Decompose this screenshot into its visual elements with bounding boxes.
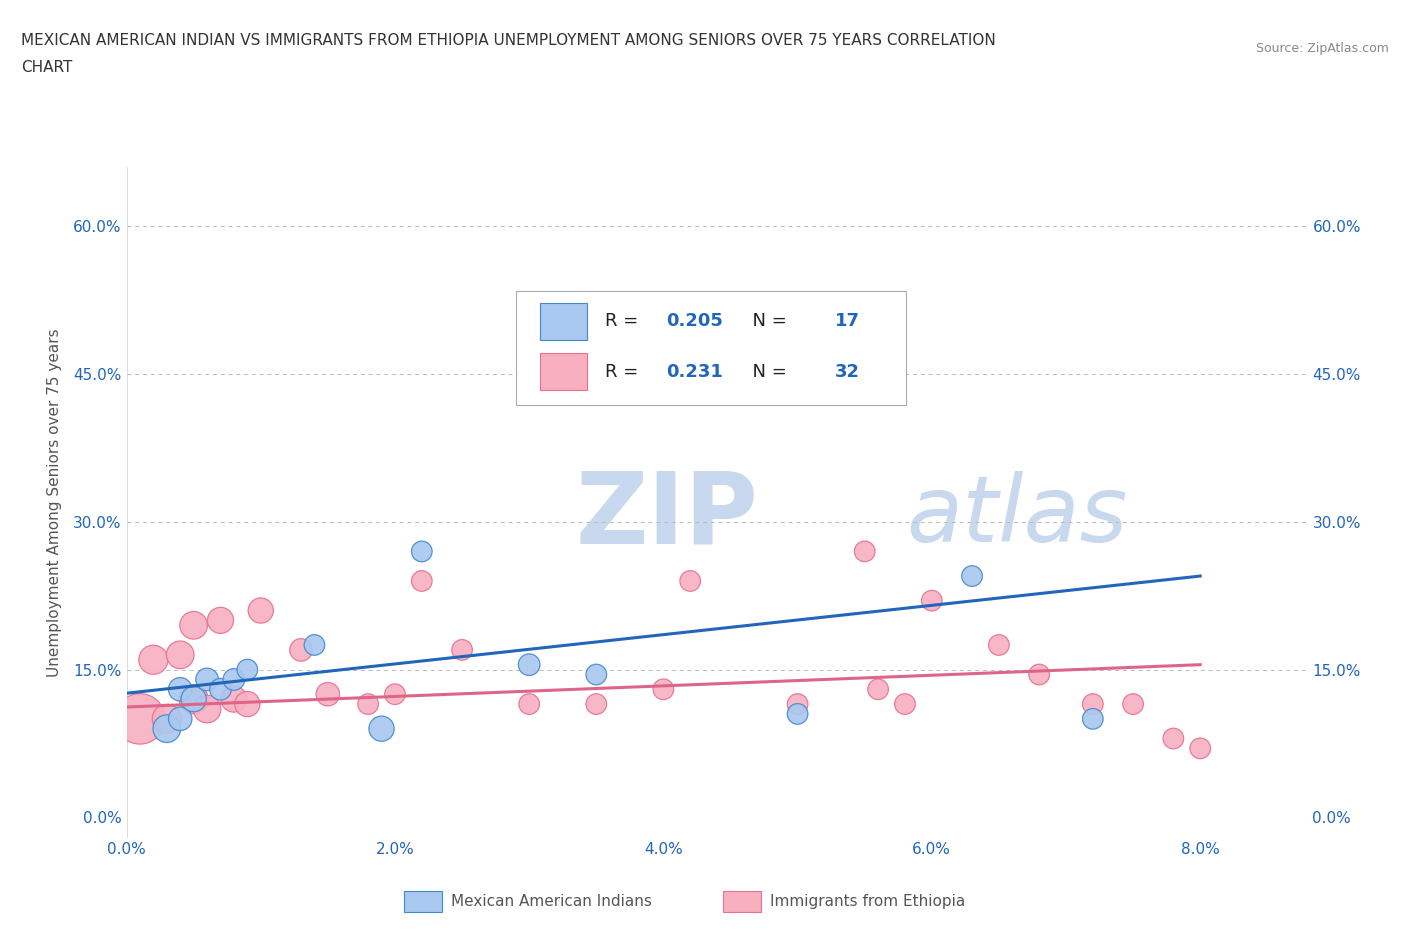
Point [585, 697, 607, 711]
Point [169, 682, 191, 697]
FancyBboxPatch shape [540, 353, 588, 390]
Text: 0.231: 0.231 [666, 363, 723, 380]
Text: 0.205: 0.205 [666, 312, 723, 330]
Point [183, 618, 205, 632]
Point [370, 722, 392, 737]
Point [1122, 697, 1144, 711]
Point [451, 643, 474, 658]
Point [1081, 697, 1104, 711]
Text: R =: R = [605, 363, 650, 380]
Point [304, 638, 326, 653]
Text: N =: N = [741, 312, 792, 330]
Point [169, 711, 191, 726]
Text: atlas: atlas [905, 471, 1128, 561]
Point [626, 298, 648, 312]
Point [652, 682, 675, 697]
Point [411, 574, 433, 589]
Point [142, 652, 165, 667]
Text: Mexican American Indians: Mexican American Indians [451, 894, 652, 909]
Text: R =: R = [605, 312, 644, 330]
Point [290, 643, 312, 658]
Point [1081, 711, 1104, 726]
Point [894, 697, 917, 711]
FancyBboxPatch shape [723, 891, 761, 912]
Point [156, 722, 179, 737]
Point [1163, 731, 1185, 746]
Point [868, 682, 890, 697]
Point [195, 672, 218, 687]
Point [786, 697, 808, 711]
Point [853, 544, 876, 559]
Point [921, 593, 943, 608]
Point [222, 672, 245, 687]
FancyBboxPatch shape [516, 291, 905, 405]
Point [195, 701, 218, 716]
FancyBboxPatch shape [404, 891, 441, 912]
Point [1028, 667, 1050, 682]
Point [987, 638, 1010, 653]
Point [236, 697, 259, 711]
Point [236, 662, 259, 677]
Point [357, 697, 380, 711]
Text: MEXICAN AMERICAN INDIAN VS IMMIGRANTS FROM ETHIOPIA UNEMPLOYMENT AMONG SENIORS O: MEXICAN AMERICAN INDIAN VS IMMIGRANTS FR… [21, 33, 995, 47]
Point [209, 682, 232, 697]
Point [960, 568, 983, 583]
Point [249, 603, 271, 618]
Text: ZIP: ZIP [575, 467, 758, 565]
Point [183, 692, 205, 707]
Point [679, 574, 702, 589]
Point [1189, 741, 1212, 756]
Point [129, 711, 152, 726]
Point [585, 667, 607, 682]
Y-axis label: Unemployment Among Seniors over 75 years: Unemployment Among Seniors over 75 years [46, 328, 62, 676]
Text: Source: ZipAtlas.com: Source: ZipAtlas.com [1256, 42, 1389, 55]
Point [222, 692, 245, 707]
Point [316, 686, 339, 701]
Point [517, 658, 540, 672]
FancyBboxPatch shape [540, 303, 588, 339]
Point [183, 692, 205, 707]
Point [384, 686, 406, 701]
Text: 32: 32 [835, 363, 860, 380]
Point [209, 613, 232, 628]
Text: N =: N = [741, 363, 792, 380]
Text: 17: 17 [835, 312, 860, 330]
Point [517, 697, 540, 711]
Point [411, 544, 433, 559]
Point [786, 707, 808, 722]
Point [156, 711, 179, 726]
Text: Immigrants from Ethiopia: Immigrants from Ethiopia [770, 894, 966, 909]
Text: CHART: CHART [21, 60, 73, 75]
Point [169, 647, 191, 662]
